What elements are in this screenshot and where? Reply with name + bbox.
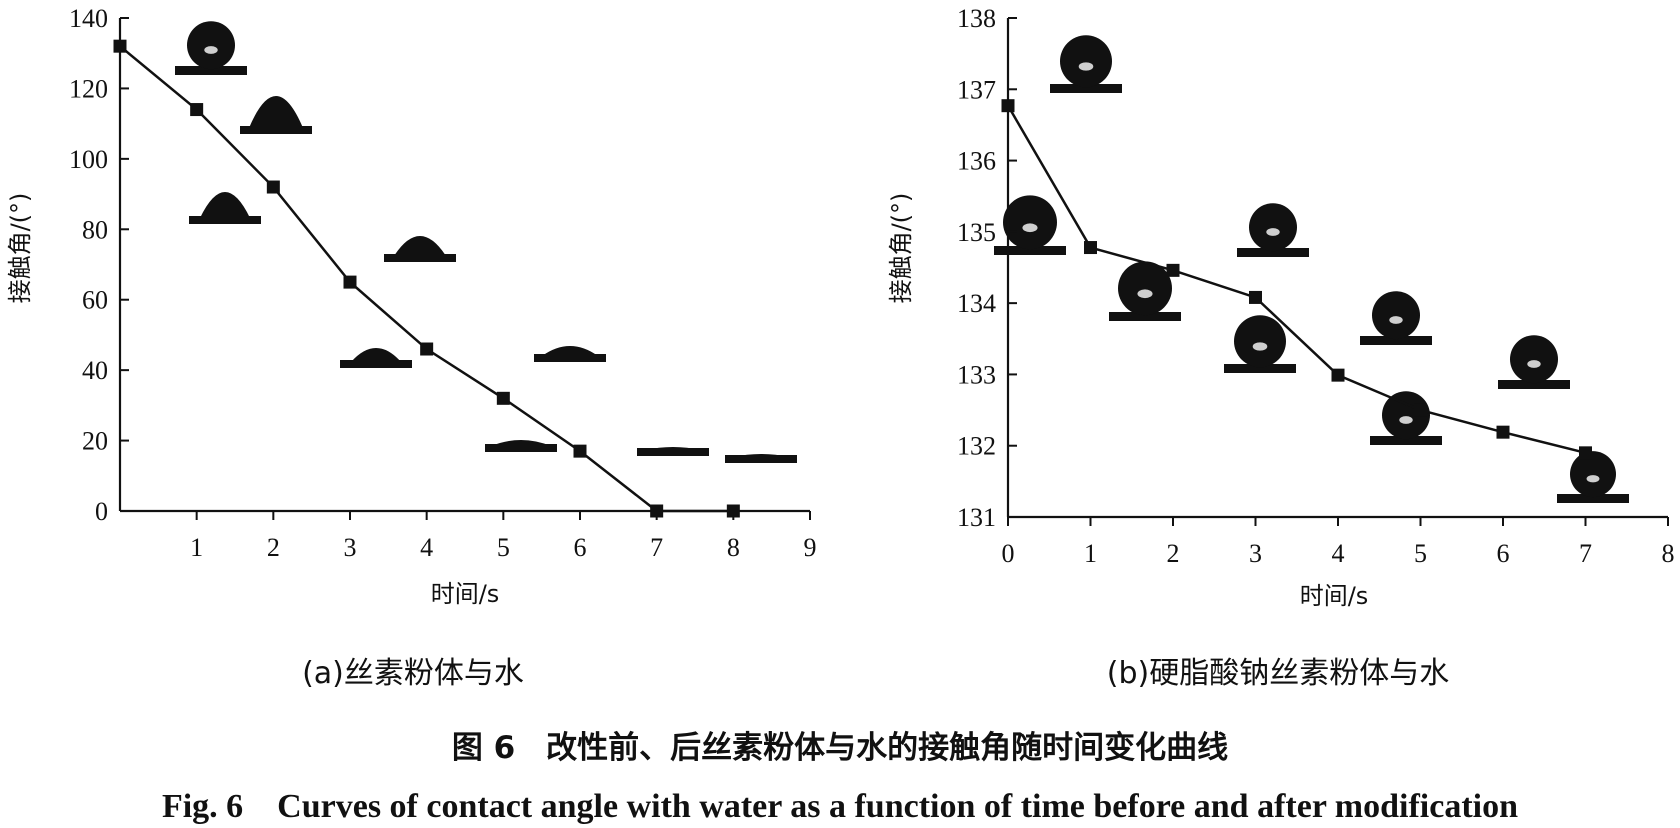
droplet-image <box>1050 35 1122 93</box>
y-tick-label: 80 <box>82 215 108 244</box>
droplet-image <box>1109 261 1181 321</box>
droplet-image <box>725 454 797 463</box>
series-line <box>1006 105 1586 455</box>
chart-a-xlabel: 时间/s <box>431 580 500 608</box>
chart-b-subtitle: (b)硬脂酸钠丝素粉体与水 <box>1107 656 1449 691</box>
droplet-image <box>1224 315 1296 373</box>
droplet-image <box>384 236 456 262</box>
y-tick-label: 136 <box>957 147 996 176</box>
x-tick-label: 7 <box>1579 539 1592 568</box>
x-tick-label: 2 <box>267 533 280 562</box>
y-tick-label: 133 <box>957 360 996 389</box>
data-point <box>726 504 740 518</box>
y-tick-label: 120 <box>69 74 108 103</box>
chart-b: 131 132 133 134 135 136 137 138 0 1 2 3 4 5 6 7 8 <box>957 4 1675 568</box>
data-point <box>420 342 434 356</box>
series-line <box>119 45 734 513</box>
chart-b-xlabel: 时间/s <box>1300 582 1369 610</box>
x-tick-label: 6 <box>1497 539 1510 568</box>
droplet-image <box>1237 203 1309 257</box>
droplet-image <box>340 348 412 368</box>
y-tick-label: 137 <box>957 75 996 104</box>
data-point <box>1579 446 1592 460</box>
droplet-image <box>637 447 709 456</box>
droplet-image <box>485 440 557 452</box>
x-tick-label: 2 <box>1167 539 1180 568</box>
chart-a-ylabel: 接触角/(°) <box>6 193 34 304</box>
droplet-image <box>1360 291 1432 345</box>
droplet-image <box>240 96 312 134</box>
x-tick-label: 4 <box>420 533 433 562</box>
x-tick-label: 9 <box>804 533 817 562</box>
y-tick-label: 134 <box>957 289 996 318</box>
droplet-image <box>189 192 261 224</box>
data-point <box>650 504 664 518</box>
caption-en: Fig. 6 Curves of contact angle with wate… <box>162 788 1518 825</box>
data-point <box>1166 263 1180 277</box>
droplet-image-0s <box>175 21 247 75</box>
x-tick-label: 8 <box>727 533 740 562</box>
x-tick-label: 5 <box>1414 539 1427 568</box>
x-tick-label: 8 <box>1662 539 1675 568</box>
y-tick-label: 131 <box>957 503 996 532</box>
x-tick-label: 7 <box>650 533 663 562</box>
y-tick-label: 20 <box>82 427 108 456</box>
x-tick-label: 6 <box>574 533 587 562</box>
x-tick-label: 4 <box>1332 539 1345 568</box>
droplet-image <box>534 346 606 362</box>
y-tick-label: 140 <box>69 4 108 33</box>
chart-b-ylabel: 接触角/(°) <box>887 193 915 304</box>
x-tick-label: 1 <box>190 533 203 562</box>
droplet-image <box>1557 451 1629 503</box>
data-point <box>113 39 127 53</box>
data-point <box>1001 99 1015 113</box>
x-tick-label: 5 <box>497 533 510 562</box>
y-tick-label: 0 <box>95 497 108 526</box>
x-tick-label: 0 <box>1002 539 1015 568</box>
data-point <box>496 391 510 405</box>
chart-a-subtitle: (a)丝素粉体与水 <box>302 656 524 691</box>
data-point <box>1496 425 1510 439</box>
chart-a: 0 20 40 60 80 100 120 140 1 2 3 4 5 6 7 8 9 <box>69 4 817 562</box>
data-point <box>1249 290 1262 304</box>
x-tick-label: 3 <box>1249 539 1262 568</box>
data-point <box>1331 368 1345 382</box>
y-tick-label: 40 <box>82 356 108 385</box>
y-tick-label: 100 <box>69 145 108 174</box>
data-point <box>573 444 587 458</box>
droplet-image <box>1498 335 1570 389</box>
x-tick-label: 1 <box>1084 539 1097 568</box>
data-point <box>266 180 280 194</box>
caption-cn: 图 6 改性前、后丝素粉体与水的接触角随时间变化曲线 <box>452 730 1228 766</box>
y-tick-label: 135 <box>957 218 996 247</box>
data-point <box>343 275 357 289</box>
droplet-image <box>994 195 1066 255</box>
data-point <box>190 103 204 117</box>
data-point <box>1084 241 1097 255</box>
droplet-image <box>1370 391 1442 445</box>
data-point <box>1414 403 1427 417</box>
y-tick-label: 60 <box>82 286 108 315</box>
x-tick-label: 3 <box>344 533 357 562</box>
y-tick-label: 138 <box>957 4 996 33</box>
y-tick-label: 132 <box>957 432 996 461</box>
